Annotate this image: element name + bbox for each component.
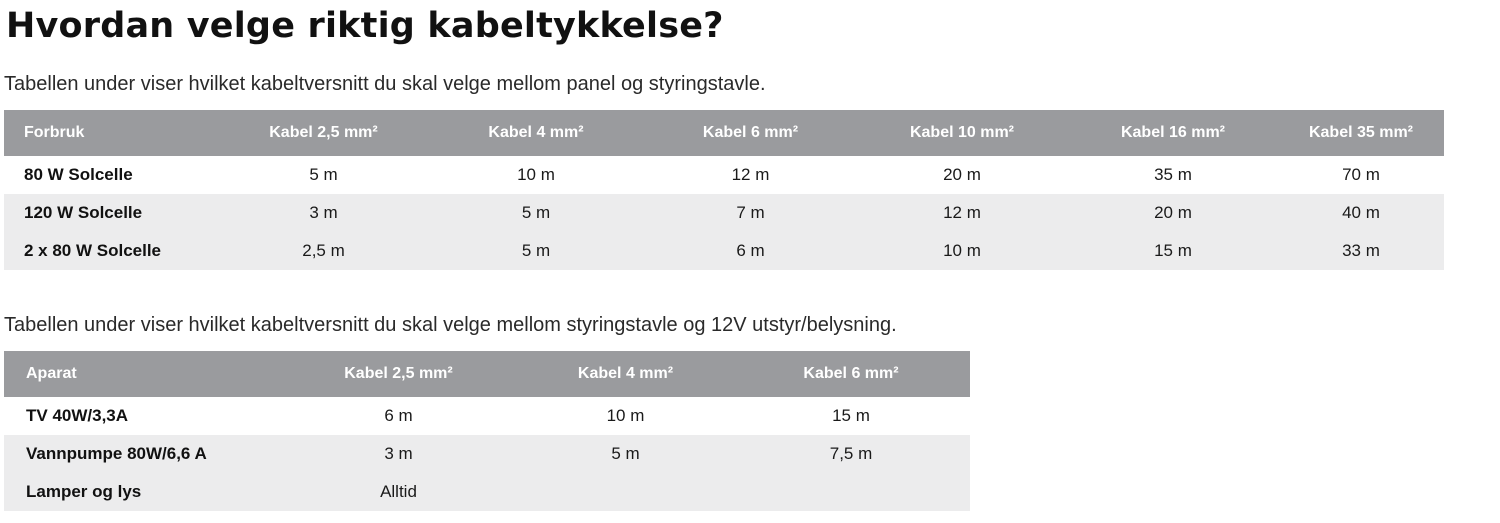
table-cell: 20 m xyxy=(1068,194,1278,232)
table-cell: 6 m xyxy=(278,397,519,435)
column-header: Kabel 16 mm² xyxy=(1068,110,1278,156)
table-cell: 12 m xyxy=(856,194,1068,232)
table-header-row: Forbruk Kabel 2,5 mm² Kabel 4 mm² Kabel … xyxy=(4,110,1444,156)
table-row: 120 W Solcelle 3 m 5 m 7 m 12 m 20 m 40 … xyxy=(4,194,1444,232)
table-cell: 10 m xyxy=(519,397,732,435)
table-cell: 6 m xyxy=(645,232,856,270)
table-cell: 40 m xyxy=(1278,194,1444,232)
table-cell: 5 m xyxy=(427,232,645,270)
table-cell: 12 m xyxy=(645,156,856,194)
row-label: 80 W Solcelle xyxy=(4,156,220,194)
table-cell: 10 m xyxy=(427,156,645,194)
table-cell: Alltid xyxy=(278,473,519,511)
column-header: Kabel 6 mm² xyxy=(645,110,856,156)
column-header: Kabel 2,5 mm² xyxy=(220,110,427,156)
row-label: 120 W Solcelle xyxy=(4,194,220,232)
column-header: Kabel 4 mm² xyxy=(427,110,645,156)
row-label: 2 x 80 W Solcelle xyxy=(4,232,220,270)
column-header: Kabel 10 mm² xyxy=(856,110,1068,156)
table-cell: 3 m xyxy=(220,194,427,232)
column-header: Forbruk xyxy=(4,110,220,156)
table-cell xyxy=(732,473,970,511)
table-row: 80 W Solcelle 5 m 10 m 12 m 20 m 35 m 70… xyxy=(4,156,1444,194)
column-header: Kabel 6 mm² xyxy=(732,351,970,397)
table1-intro: Tabellen under viser hvilket kabeltversn… xyxy=(4,73,766,95)
table-cell: 7,5 m xyxy=(732,435,970,473)
table-cell: 15 m xyxy=(1068,232,1278,270)
column-header: Kabel 2,5 mm² xyxy=(278,351,519,397)
table-row: 2 x 80 W Solcelle 2,5 m 5 m 6 m 10 m 15 … xyxy=(4,232,1444,270)
table-cell: 10 m xyxy=(856,232,1068,270)
column-header: Kabel 35 mm² xyxy=(1278,110,1444,156)
table-cell: 15 m xyxy=(732,397,970,435)
table-cell: 2,5 m xyxy=(220,232,427,270)
table-row: Lamper og lys Alltid xyxy=(4,473,970,511)
row-label: Vannpumpe 80W/6,6 A xyxy=(4,435,278,473)
table-cell: 3 m xyxy=(278,435,519,473)
table-cell: 20 m xyxy=(856,156,1068,194)
table-cell: 70 m xyxy=(1278,156,1444,194)
table2-intro: Tabellen under viser hvilket kabeltversn… xyxy=(4,314,897,336)
table-row: TV 40W/3,3A 6 m 10 m 15 m xyxy=(4,397,970,435)
table-cell: 33 m xyxy=(1278,232,1444,270)
table-cell: 5 m xyxy=(220,156,427,194)
table-cell: 5 m xyxy=(427,194,645,232)
column-header: Aparat xyxy=(4,351,278,397)
page-title: Hvordan velge riktig kabeltykkelse? xyxy=(6,6,724,46)
cable-table-equipment: Aparat Kabel 2,5 mm² Kabel 4 mm² Kabel 6… xyxy=(4,351,970,511)
table-cell: 5 m xyxy=(519,435,732,473)
table-cell: 35 m xyxy=(1068,156,1278,194)
table-row: Vannpumpe 80W/6,6 A 3 m 5 m 7,5 m xyxy=(4,435,970,473)
cable-table-panel: Forbruk Kabel 2,5 mm² Kabel 4 mm² Kabel … xyxy=(4,110,1444,270)
table-header-row: Aparat Kabel 2,5 mm² Kabel 4 mm² Kabel 6… xyxy=(4,351,970,397)
column-header: Kabel 4 mm² xyxy=(519,351,732,397)
row-label: Lamper og lys xyxy=(4,473,278,511)
table-cell: 7 m xyxy=(645,194,856,232)
table-cell xyxy=(519,473,732,511)
row-label: TV 40W/3,3A xyxy=(4,397,278,435)
